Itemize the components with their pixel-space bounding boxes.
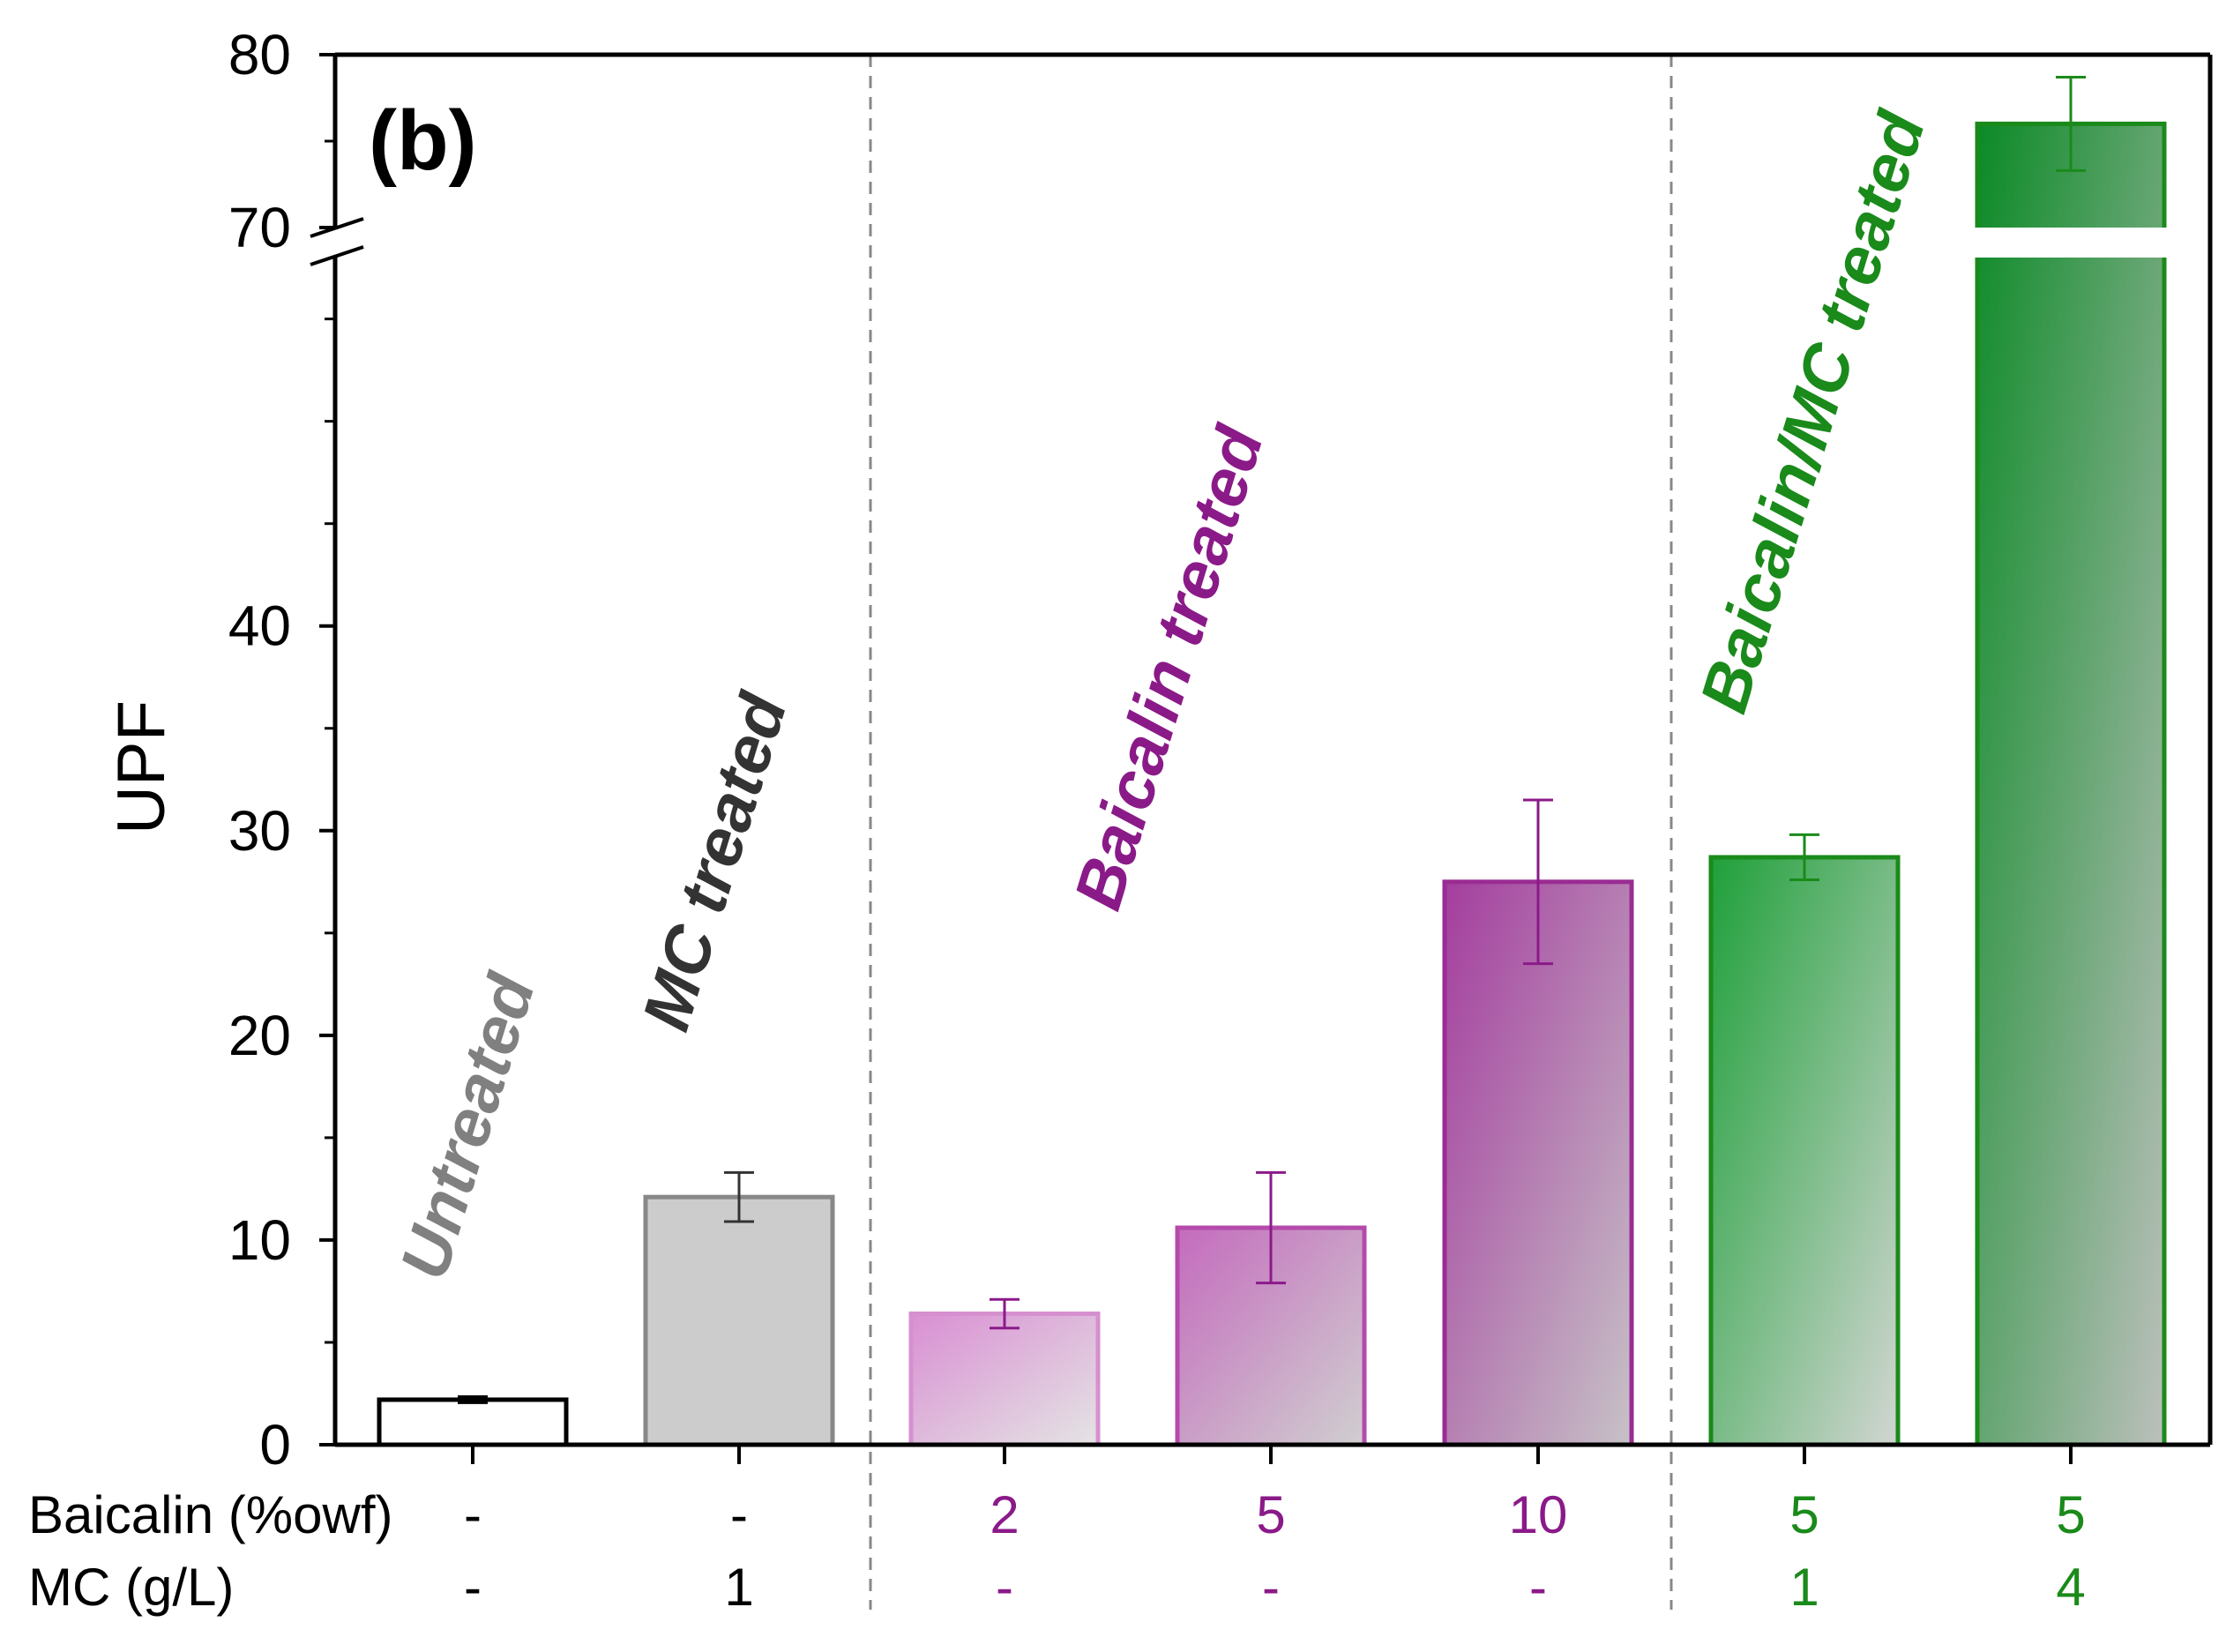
error-bar-2 (724, 1170, 754, 1223)
row-label-baicalin: Baicalin (%owf) (28, 1485, 392, 1544)
baicalin-cell-6: 5 (1789, 1485, 1819, 1544)
baicalin-cell-2: - (730, 1485, 748, 1544)
mc-cell-4: - (1262, 1558, 1280, 1617)
y-tick-label: 70 (228, 196, 291, 259)
bar-5 (1442, 879, 1634, 1447)
x-ticks-layer (471, 1445, 2073, 1464)
y-axis-title: UPF (104, 700, 179, 834)
error-bar-1 (458, 1394, 488, 1404)
error-bar-7 (2056, 75, 2086, 172)
bars-layer (377, 121, 2168, 1447)
row-label-mc: MC (g/L) (28, 1558, 234, 1617)
baicalin-cell-5: 10 (1509, 1485, 1568, 1544)
group-label-mc-treated: MC treated (629, 684, 803, 1039)
group-label-untreated: Untreated (386, 965, 549, 1288)
error-bar-5 (1523, 798, 1553, 966)
baicalin-cell-7: 5 (2056, 1485, 2085, 1544)
error-bar-4 (1256, 1170, 1286, 1285)
y-tick-label: 40 (228, 594, 291, 658)
baicalin-cell-4: 5 (1256, 1485, 1285, 1544)
axis-break-mark (310, 245, 364, 266)
y-tick-label: 10 (228, 1208, 291, 1272)
bar-7 (1975, 121, 2167, 1447)
group-label-baicalin-treated: Baicalin treated (1060, 417, 1278, 918)
mc-cell-3: - (996, 1558, 1013, 1617)
error-bar-6 (1789, 833, 1819, 881)
bar-1 (377, 1397, 569, 1447)
error-bar-3 (990, 1297, 1020, 1330)
y-tick-label: 30 (228, 799, 291, 863)
bar-3 (908, 1311, 1101, 1447)
axis-break-mark (310, 217, 364, 238)
panel-label: (b) (369, 93, 477, 188)
mc-cell-7: 4 (2056, 1558, 2085, 1617)
bar-6 (1708, 855, 1901, 1447)
y-tick-label: 0 (259, 1413, 291, 1476)
y-tick-label: 80 (228, 23, 291, 86)
y-ticks-layer: 0 10 20 30 40 70 80 (228, 23, 335, 1476)
bar-break-gap (1974, 228, 2168, 258)
baicalin-cell-3: 2 (990, 1485, 1019, 1544)
baicalin-cell-1: - (464, 1485, 482, 1544)
group-label-baicalin-mc-treated: Baicalin/MC treated (1686, 102, 1940, 721)
mc-cell-6: 1 (1789, 1558, 1819, 1617)
error-bars-layer (458, 75, 2086, 1404)
parameter-table: - - - 1 2 - 5 - 10 - 5 1 5 4 (464, 1485, 2086, 1617)
mc-cell-5: - (1529, 1558, 1547, 1617)
mc-cell-1: - (464, 1558, 482, 1617)
mc-cell-2: 1 (724, 1558, 753, 1617)
bar-2 (643, 1194, 835, 1447)
y-tick-label: 20 (228, 1004, 291, 1067)
